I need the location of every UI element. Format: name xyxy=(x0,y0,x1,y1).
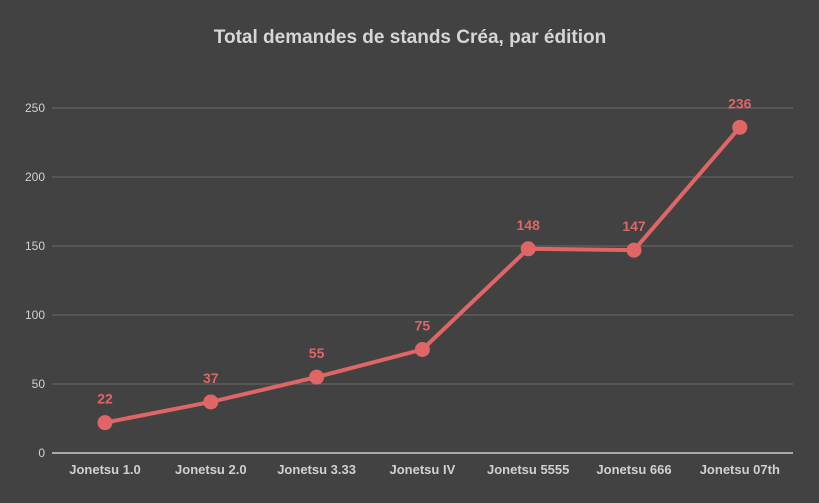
x-tick-label: Jonetsu IV xyxy=(390,462,456,477)
gridlines xyxy=(52,107,793,454)
data-point xyxy=(97,415,113,431)
data-point xyxy=(520,241,536,257)
data-label: 236 xyxy=(728,95,752,111)
data-point xyxy=(626,242,642,258)
data-label: 55 xyxy=(309,345,325,361)
data-labels: 22 37 55 75 148 147 236 xyxy=(97,95,751,406)
y-tick-label: 250 xyxy=(25,101,45,115)
data-point xyxy=(203,394,219,410)
x-tick-label: Jonetsu 07th xyxy=(700,462,780,477)
series-line xyxy=(103,125,742,425)
y-tick-label: 150 xyxy=(25,239,45,253)
x-tick-label: Jonetsu 3.33 xyxy=(277,462,356,477)
y-axis-ticks: 0 50 100 150 200 250 xyxy=(25,101,45,460)
data-point xyxy=(414,342,430,357)
x-axis-ticks: Jonetsu 1.0 Jonetsu 2.0 Jonetsu 3.33 Jonets… xyxy=(69,462,780,477)
y-tick-label: 0 xyxy=(38,446,45,460)
data-point xyxy=(309,369,325,385)
y-tick-label: 200 xyxy=(25,170,45,184)
y-tick-label: 100 xyxy=(25,308,45,322)
chart-title: Total demandes de stands Créa, par éditi… xyxy=(214,27,606,48)
data-label: 148 xyxy=(517,217,541,233)
x-tick-label: Jonetsu 1.0 xyxy=(69,462,141,477)
x-tick-label: Jonetsu 5555 xyxy=(487,462,569,477)
data-label: 147 xyxy=(622,218,646,234)
data-label: 22 xyxy=(97,391,113,407)
data-label: 37 xyxy=(203,370,219,386)
data-points xyxy=(97,119,748,431)
data-label: 75 xyxy=(415,318,431,334)
y-tick-label: 50 xyxy=(32,377,46,391)
x-tick-label: Jonetsu 666 xyxy=(596,462,671,477)
data-point xyxy=(732,119,748,135)
x-tick-label: Jonetsu 2.0 xyxy=(175,462,247,477)
